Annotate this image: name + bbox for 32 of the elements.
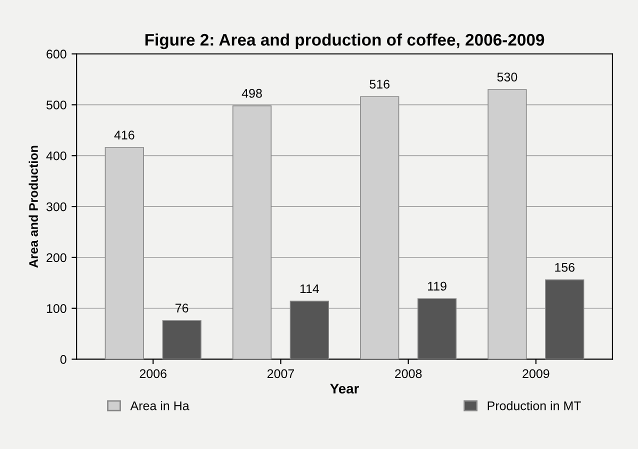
x-tick-label: 2009 <box>522 369 550 378</box>
legend-label: Production in MT <box>488 401 582 410</box>
data-label: 76 <box>176 304 188 312</box>
x-axis-title: Year <box>330 384 359 394</box>
y-tick-label: 0 <box>60 355 66 364</box>
y-axis-title: Area and Production <box>28 146 38 268</box>
data-label: 530 <box>497 72 518 82</box>
data-label: 156 <box>555 262 575 272</box>
data-label: 114 <box>300 284 320 294</box>
y-tick-label: 400 <box>46 151 66 160</box>
bar <box>232 105 272 360</box>
y-tick-label: 100 <box>46 304 66 313</box>
bar <box>104 147 144 360</box>
data-label: 516 <box>370 80 390 89</box>
x-tick-label: 2007 <box>267 369 294 378</box>
data-label: 498 <box>242 88 262 98</box>
bar <box>545 279 584 360</box>
bar <box>360 96 400 360</box>
bar <box>290 300 329 360</box>
legend-label: Area in Ha <box>130 401 190 410</box>
x-tick-label: 2008 <box>395 369 422 378</box>
bar <box>162 320 202 360</box>
chart-title: Figure 2: Area and production of coffee, 2006-2009 <box>145 33 544 50</box>
y-tick-label: 500 <box>46 100 66 110</box>
x-tick-label: 2006 <box>140 369 166 378</box>
y-tick-label: 200 <box>46 253 66 262</box>
data-label: 416 <box>114 130 134 140</box>
bar <box>488 89 527 360</box>
y-tick-label: 300 <box>46 202 66 212</box>
bar <box>417 298 457 360</box>
y-tick-label: 600 <box>46 50 66 59</box>
data-label: 119 <box>428 282 446 291</box>
